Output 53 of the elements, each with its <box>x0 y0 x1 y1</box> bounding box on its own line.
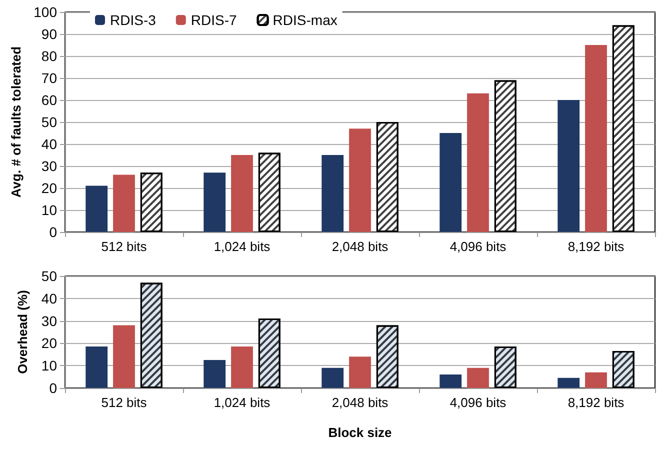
y-tick-label: 30 <box>41 312 58 329</box>
y-tick-label: 50 <box>41 268 58 284</box>
bar <box>558 378 580 388</box>
x-tick-label: 8,192 bits <box>568 395 625 410</box>
bar <box>322 368 344 388</box>
y-axis-title: Overhead (%) <box>15 290 30 374</box>
x-axis-title: Block size <box>328 425 392 440</box>
legend-label: RDIS-3 <box>110 12 156 28</box>
bar <box>231 346 253 388</box>
x-tick-label: 512 bits <box>101 239 148 254</box>
y-tick-label: 60 <box>41 92 58 108</box>
x-tick-label: 2,048 bits <box>332 395 389 410</box>
y-tick-label: 0 <box>49 380 58 396</box>
y-tick-label: 80 <box>41 48 58 64</box>
bar <box>231 155 253 232</box>
x-tick-label: 8,192 bits <box>568 239 625 254</box>
y-tick-label: 20 <box>41 180 58 196</box>
bar <box>558 100 580 232</box>
bar <box>113 325 135 388</box>
bar <box>349 356 371 388</box>
bar <box>467 368 489 388</box>
y-axis-title: Avg. # of faults tolerated <box>8 46 24 198</box>
y-tick-label: 10 <box>41 202 58 218</box>
bar <box>204 360 226 388</box>
x-tick-label: 4,096 bits <box>450 239 507 254</box>
y-tick-label: 20 <box>41 335 58 352</box>
y-tick-label: 10 <box>41 358 58 374</box>
y-tick-label: 40 <box>41 136 58 152</box>
bar <box>467 93 489 232</box>
y-tick-label: 50 <box>41 114 58 130</box>
bar <box>585 372 607 388</box>
y-tick-label: 70 <box>41 70 58 86</box>
bar <box>440 374 462 388</box>
bar <box>349 128 371 232</box>
x-tick-label: 4,096 bits <box>450 395 507 410</box>
x-tick-label: 512 bits <box>101 395 148 410</box>
bar <box>113 174 135 232</box>
y-tick-label: 90 <box>41 26 58 42</box>
bar <box>86 346 108 388</box>
y-tick-label: 40 <box>41 290 58 306</box>
bar <box>322 155 344 232</box>
y-tick-label: 100 <box>34 4 58 20</box>
legend-label: RDIS-7 <box>190 12 238 28</box>
bar <box>86 186 108 232</box>
y-tick-label: 30 <box>41 158 58 174</box>
bar <box>204 172 226 232</box>
x-tick-label: 2,048 bits <box>332 239 389 254</box>
y-tick-label: 0 <box>49 224 58 240</box>
bar <box>440 133 462 232</box>
x-tick-label: 1,024 bits <box>214 395 271 410</box>
x-tick-label: 1,024 bits <box>214 239 271 254</box>
bar <box>585 45 607 232</box>
legend-label: RDIS-max <box>272 12 338 28</box>
